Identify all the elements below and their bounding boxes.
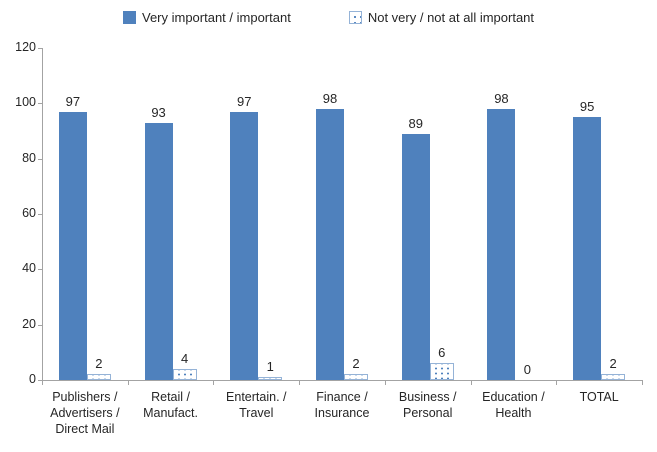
category-label: Education / Health [482, 390, 545, 420]
bar-solid [58, 111, 87, 380]
bar-dotted [258, 377, 283, 380]
legend-swatch-solid-icon [122, 11, 136, 24]
bar-value-label: 97 [65, 93, 81, 109]
y-tick [38, 380, 42, 381]
y-tick-label: 120 [15, 40, 36, 54]
y-tick [38, 214, 42, 215]
x-tick [642, 381, 643, 385]
bar-value-label: 4 [180, 350, 189, 366]
bar-value-label: 97 [237, 93, 252, 109]
legend-label: Not very / not at all important [367, 10, 535, 25]
x-tick [299, 381, 301, 385]
bar-value-label: 2 [609, 356, 617, 372]
bar-dotted [601, 374, 626, 380]
bar-dotted [172, 368, 197, 380]
y-tick-label: 0 [29, 372, 36, 386]
category-label: Business / Personal [398, 390, 457, 420]
category-label: Entertain. / Travel [226, 390, 287, 420]
bar-value-label: 1 [266, 359, 274, 375]
y-tick-label: 100 [15, 95, 36, 110]
bar-solid [230, 111, 259, 380]
bar-value-label: 2 [352, 356, 360, 372]
y-axis-line [42, 48, 43, 381]
y-tick-label: 40 [22, 261, 36, 276]
category-label: Finance / Insurance [314, 390, 370, 420]
bar-value-label: 93 [151, 104, 166, 120]
legend-item-not-important: Not very / not at all important [348, 10, 535, 25]
x-axis-line [42, 380, 643, 381]
legend-swatch-dotted-icon [348, 11, 362, 24]
bar-dotted [429, 363, 454, 380]
bar-solid [401, 133, 430, 380]
bar-value-label: 98 [322, 90, 338, 106]
y-tick [38, 103, 42, 105]
bar-value-label: 95 [579, 99, 595, 115]
bar-value-label: 2 [95, 356, 103, 372]
y-tick-label: 20 [22, 316, 36, 331]
bar-dotted [344, 374, 368, 380]
bar-value-label: 0 [523, 362, 532, 377]
bar-solid [316, 108, 344, 380]
bar-dotted [86, 374, 111, 380]
x-tick [127, 381, 129, 385]
bar-solid [487, 108, 516, 380]
x-tick [556, 381, 558, 385]
bar-solid [573, 117, 602, 380]
legend-label: Very important / important [141, 10, 291, 25]
x-tick [470, 381, 472, 385]
bar-value-label: 98 [494, 90, 509, 106]
y-tick [38, 269, 42, 271]
x-tick [213, 381, 215, 385]
bar-value-label: 89 [408, 115, 423, 131]
legend-item-very-important: Very important / important [122, 10, 291, 25]
y-tick-label: 80 [22, 150, 36, 165]
y-tick [38, 158, 42, 160]
chart-legend: Very important / important Not very / no… [0, 10, 657, 25]
bar-value-label: 6 [438, 345, 446, 361]
x-tick [384, 381, 386, 385]
category-label: Retail / Manufact. [143, 390, 198, 420]
y-tick [38, 48, 42, 49]
x-tick [42, 381, 43, 385]
y-tick [38, 324, 42, 326]
category-label: Publishers / Advertisers / Direct Mail [50, 390, 120, 436]
bar-solid [144, 122, 173, 380]
y-tick-label: 60 [22, 206, 36, 220]
category-label: TOTAL [579, 390, 619, 404]
